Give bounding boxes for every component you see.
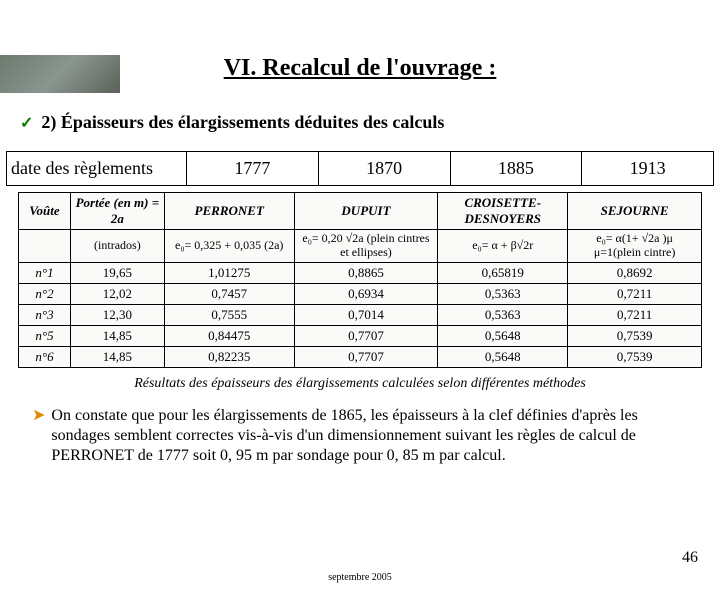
hdr-sejourne: SEJOURNE <box>568 193 702 230</box>
table-caption: Résultats des épaisseurs des élargisseme… <box>0 376 720 392</box>
table-cell: 0,7707 <box>294 346 438 367</box>
table-cell: 0,5363 <box>438 283 568 304</box>
page-number: 46 <box>682 549 698 567</box>
table-cell: n°1 <box>19 262 71 283</box>
table-cell: 0,7555 <box>164 304 294 325</box>
table-cell: 0,8692 <box>568 262 702 283</box>
table-cell: 0,82235 <box>164 346 294 367</box>
table-cell: n°5 <box>19 325 71 346</box>
check-icon: ✓ <box>20 113 33 133</box>
date-label: date des règlements <box>7 152 187 186</box>
table-cell: 0,7457 <box>164 283 294 304</box>
footer-date: septembre 2005 <box>0 572 720 583</box>
table-cell: 19,65 <box>70 262 164 283</box>
hdr-perronet: PERRONET <box>164 193 294 230</box>
table-cell: 12,02 <box>70 283 164 304</box>
table-cell: 0,7014 <box>294 304 438 325</box>
year-1: 1777 <box>187 152 319 186</box>
table-cell: n°3 <box>19 304 71 325</box>
table-cell: 0,5648 <box>438 346 568 367</box>
subtitle-row: ✓ 2) Épaisseurs des élargissements dédui… <box>20 112 720 133</box>
body-text: On constate que pour les élargissements … <box>51 406 692 466</box>
table-cell: 0,7211 <box>568 283 702 304</box>
body-paragraph: ➤ On constate que pour les élargissement… <box>32 406 692 466</box>
date-regulations-table: date des règlements 1777 1870 1885 1913 <box>6 151 714 186</box>
year-3: 1885 <box>450 152 582 186</box>
table-cell: 0,5363 <box>438 304 568 325</box>
fml-portee: (intrados) <box>70 230 164 263</box>
hdr-portee: Portée (en m) = 2a <box>70 193 164 230</box>
table-cell: 0,6934 <box>294 283 438 304</box>
thickness-data-table: Voûte Portée (en m) = 2a PERRONET DUPUIT… <box>18 192 702 368</box>
table-cell: 0,5648 <box>438 325 568 346</box>
year-4: 1913 <box>582 152 714 186</box>
hdr-croisette: CROISETTE-DESNOYERS <box>438 193 568 230</box>
table-cell: 14,85 <box>70 325 164 346</box>
fml-perronet: e₀= 0,325 + 0,035 (2a) <box>164 230 294 263</box>
table-cell: 0,65819 <box>438 262 568 283</box>
hdr-voute: Voûte <box>19 193 71 230</box>
table-cell: 14,85 <box>70 346 164 367</box>
table-cell: 0,7539 <box>568 325 702 346</box>
fml-voute <box>19 230 71 263</box>
table-cell: 12,30 <box>70 304 164 325</box>
table-cell: 0,84475 <box>164 325 294 346</box>
arrow-icon: ➤ <box>32 406 45 466</box>
fml-dupuit: e₀= 0,20 √2a (plein cintres et ellipses) <box>294 230 438 263</box>
table-cell: 0,7211 <box>568 304 702 325</box>
table-cell: 1,01275 <box>164 262 294 283</box>
table-cell: n°2 <box>19 283 71 304</box>
year-2: 1870 <box>318 152 450 186</box>
fml-croisette: e₀= α + β√2r <box>438 230 568 263</box>
hdr-dupuit: DUPUIT <box>294 193 438 230</box>
table-cell: 0,7539 <box>568 346 702 367</box>
logo-image <box>0 55 120 93</box>
subtitle-text: 2) Épaisseurs des élargissements déduite… <box>41 112 444 133</box>
fml-sejourne: e₀= α(1+ √2a )μ μ=1(plein cintre) <box>568 230 702 263</box>
table-cell: 0,7707 <box>294 325 438 346</box>
table-cell: n°6 <box>19 346 71 367</box>
table-cell: 0,8865 <box>294 262 438 283</box>
